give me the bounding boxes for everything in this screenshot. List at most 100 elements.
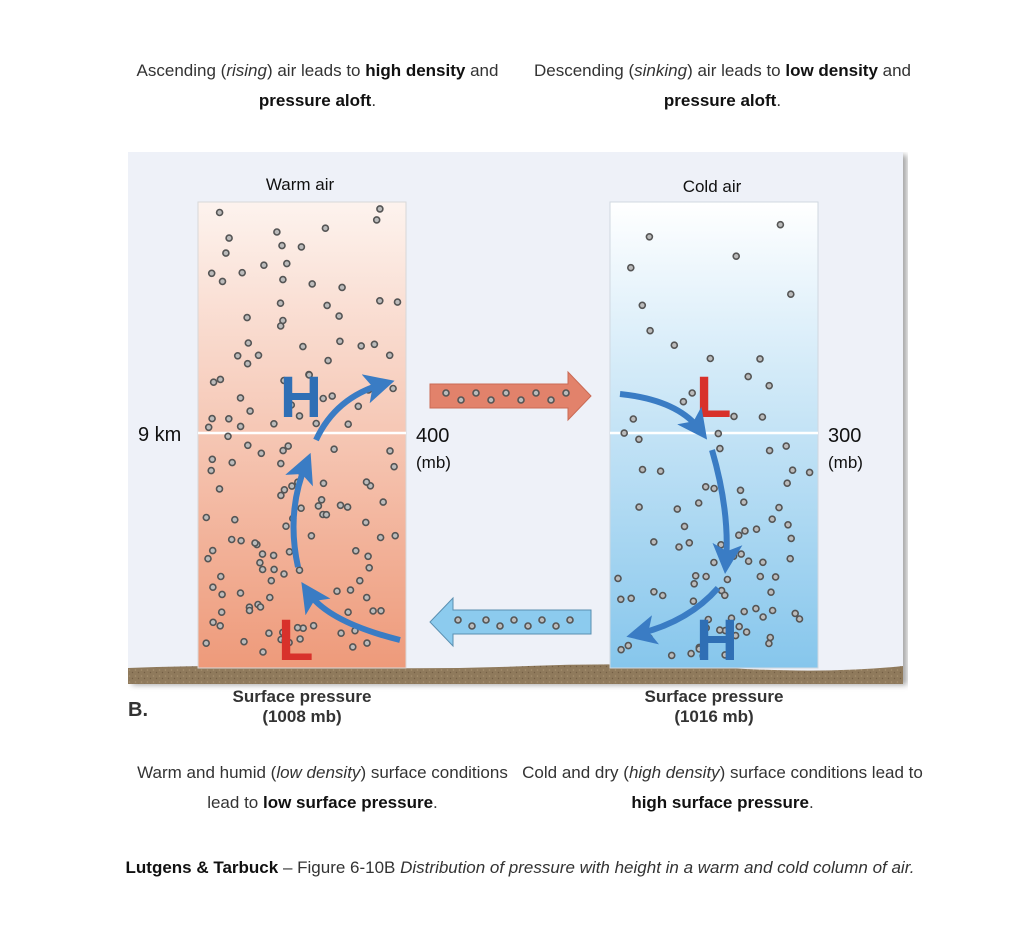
molecule-dot bbox=[768, 606, 777, 615]
upper-flow-arrow bbox=[429, 370, 592, 422]
caption-fragment: ) surface conditions lead to bbox=[719, 763, 923, 782]
height-label-9km: 9 km bbox=[138, 424, 181, 446]
molecule-dot bbox=[270, 565, 278, 574]
molecule-dot bbox=[356, 576, 364, 585]
molecule-dot bbox=[457, 396, 465, 404]
molecule-dot bbox=[390, 462, 398, 471]
molecule-dot bbox=[258, 550, 267, 558]
molecule-dot bbox=[319, 394, 327, 403]
molecule-dot bbox=[260, 261, 268, 269]
caption-fragment: . bbox=[433, 793, 438, 812]
molecule-dot bbox=[721, 651, 729, 659]
molecule-dot bbox=[209, 583, 217, 592]
molecule-dot bbox=[280, 570, 288, 578]
molecule-dot bbox=[715, 626, 724, 634]
molecule-dot bbox=[280, 376, 288, 385]
molecule-dot bbox=[685, 538, 694, 547]
molecule-dot bbox=[768, 515, 777, 524]
molecule-dot bbox=[629, 415, 638, 423]
molecule-dot bbox=[376, 533, 385, 542]
molecule-dot bbox=[273, 228, 281, 236]
molecule-dot bbox=[204, 554, 212, 563]
upper-arrow-molecules bbox=[442, 389, 570, 404]
molecule-dot bbox=[299, 342, 307, 351]
cold-pressure-aloft: 300 bbox=[828, 425, 861, 447]
molecule-dot bbox=[650, 587, 658, 596]
molecule-dot bbox=[202, 513, 211, 522]
molecule-dot bbox=[658, 591, 667, 600]
molecule-dot bbox=[285, 638, 293, 647]
molecule-dot bbox=[699, 652, 708, 660]
caption-fragment: sinking bbox=[634, 61, 688, 80]
molecule-dot bbox=[635, 503, 643, 511]
molecule-dot bbox=[735, 622, 744, 631]
cold-high-pressure-symbol: H bbox=[696, 608, 738, 673]
molecule-dot bbox=[336, 337, 344, 346]
molecule-dot bbox=[277, 491, 285, 500]
molecule-dot bbox=[783, 479, 792, 488]
cold-low-pressure-symbol: L bbox=[696, 365, 731, 430]
molecule-dot bbox=[688, 389, 697, 397]
molecule-dot bbox=[295, 566, 304, 575]
molecule-dot bbox=[737, 550, 746, 558]
molecule-dot bbox=[279, 446, 287, 455]
molecule-dot bbox=[472, 389, 480, 397]
molecule-dot bbox=[704, 615, 713, 624]
molecule-dot bbox=[372, 216, 381, 224]
molecule-dot bbox=[282, 522, 290, 531]
molecule-dot bbox=[293, 623, 302, 632]
molecule-dot bbox=[269, 551, 278, 560]
molecule-dot bbox=[690, 579, 699, 588]
molecule-dot bbox=[337, 629, 345, 638]
molecule-dot bbox=[524, 622, 532, 630]
molecule-dot bbox=[215, 208, 224, 217]
molecule-dot bbox=[208, 414, 216, 423]
molecule-dot bbox=[701, 482, 710, 491]
molecule-dot bbox=[204, 423, 213, 432]
molecule-dot bbox=[730, 412, 738, 421]
molecule-dot bbox=[333, 587, 341, 596]
pressure-column-diagram: H L L H Warm air Cold air 9 km 400 (mb) … bbox=[128, 152, 908, 732]
caption-fragment: rising bbox=[226, 61, 267, 80]
molecule-dot bbox=[626, 263, 635, 272]
molecule-dot bbox=[468, 622, 476, 630]
molecule-dot bbox=[765, 381, 774, 390]
molecule-dot bbox=[689, 597, 698, 606]
molecule-dot bbox=[288, 482, 296, 490]
molecule-dot bbox=[742, 628, 751, 636]
caption-fragment: . bbox=[371, 91, 377, 110]
molecule-dot bbox=[266, 593, 274, 602]
molecule-dot bbox=[364, 552, 372, 561]
caption-fragment: pressure aloft bbox=[663, 91, 777, 110]
molecule-dot bbox=[795, 615, 804, 623]
molecule-dot bbox=[786, 290, 795, 298]
molecule-dot bbox=[379, 498, 387, 506]
panel-label: B. bbox=[128, 699, 148, 721]
cold-pressure-unit: (mb) bbox=[828, 453, 863, 472]
molecule-dot bbox=[362, 593, 371, 602]
molecule-dot bbox=[307, 531, 316, 540]
molecule-dot bbox=[246, 407, 254, 415]
molecule-dot bbox=[245, 606, 254, 615]
molecule-dot bbox=[679, 397, 688, 406]
molecule-dot bbox=[510, 616, 518, 624]
molecule-dot bbox=[645, 233, 654, 241]
molecule-dot bbox=[215, 485, 224, 493]
molecule-dot bbox=[227, 535, 236, 544]
molecule-dot bbox=[675, 543, 683, 551]
molecule-dot bbox=[714, 429, 723, 438]
warm-rising-flow-middle bbox=[285, 452, 313, 568]
molecule-dot bbox=[369, 607, 377, 615]
molecule-dot bbox=[741, 527, 749, 535]
ground-surface bbox=[128, 664, 903, 684]
warm-rising-flow-upper bbox=[313, 374, 395, 442]
molecule-dot bbox=[328, 392, 336, 400]
warm-low-pressure-symbol: L bbox=[278, 608, 313, 673]
molecule-dot bbox=[784, 520, 792, 529]
molecule-dot bbox=[240, 637, 248, 646]
molecule-dot bbox=[283, 259, 291, 268]
molecule-dot bbox=[244, 339, 253, 347]
molecule-dot bbox=[694, 499, 703, 507]
molecule-dot bbox=[702, 624, 711, 632]
molecule-dot bbox=[552, 622, 560, 630]
